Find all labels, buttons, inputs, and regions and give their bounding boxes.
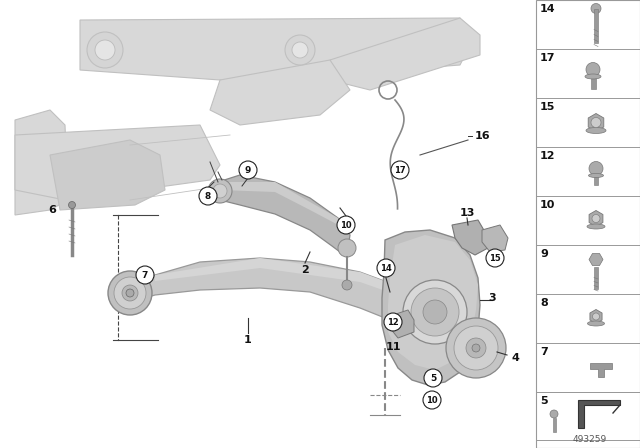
Circle shape [424,369,442,387]
Text: 9: 9 [540,249,548,259]
Polygon shape [390,310,414,338]
Bar [594,267,598,289]
Text: 1: 1 [244,335,252,345]
Text: 5: 5 [540,396,548,406]
Circle shape [550,410,558,418]
Polygon shape [385,308,416,326]
Polygon shape [452,220,488,255]
Ellipse shape [585,74,601,79]
Circle shape [285,35,315,65]
Circle shape [446,318,506,378]
Circle shape [411,288,459,336]
Ellipse shape [587,224,605,229]
Circle shape [384,313,402,331]
Polygon shape [15,125,220,200]
Bar [552,418,556,432]
Text: 14: 14 [540,4,556,14]
Circle shape [95,40,115,60]
Polygon shape [15,110,68,215]
Circle shape [591,117,601,128]
Circle shape [213,184,227,198]
Text: 17: 17 [394,165,406,175]
Polygon shape [388,235,478,370]
Polygon shape [482,225,508,252]
Polygon shape [130,258,410,328]
Circle shape [114,277,146,309]
Circle shape [208,179,232,203]
Polygon shape [330,18,480,90]
Polygon shape [155,258,408,300]
Polygon shape [589,211,603,227]
Circle shape [338,239,356,257]
Polygon shape [210,60,350,125]
Polygon shape [50,140,165,210]
Text: 12: 12 [540,151,556,161]
Text: 8: 8 [205,191,211,201]
Polygon shape [220,182,350,235]
Text: 16: 16 [474,131,490,141]
Text: 10: 10 [426,396,438,405]
Text: 17: 17 [540,53,556,63]
Circle shape [108,271,152,315]
Circle shape [292,42,308,58]
Ellipse shape [589,173,604,177]
Circle shape [68,202,76,208]
Circle shape [472,344,480,352]
Circle shape [423,300,447,324]
Text: 10: 10 [340,220,352,229]
Polygon shape [382,230,480,385]
Text: 2: 2 [301,265,309,275]
Circle shape [239,161,257,179]
Text: 7: 7 [540,347,548,357]
Circle shape [337,216,355,234]
Text: 14: 14 [380,263,392,272]
Circle shape [391,161,409,179]
Polygon shape [588,113,604,132]
Circle shape [466,338,486,358]
Text: 5: 5 [430,374,436,383]
Polygon shape [590,310,602,323]
Text: 9: 9 [245,165,251,175]
Text: 3: 3 [488,293,496,303]
Circle shape [403,280,467,344]
Bar [594,9,598,43]
Circle shape [593,313,600,320]
Bar [536,0,640,448]
Circle shape [592,215,600,223]
Polygon shape [578,400,620,428]
Circle shape [397,297,417,317]
Circle shape [122,285,138,301]
Circle shape [342,280,352,290]
Text: 15: 15 [540,102,556,112]
Circle shape [591,4,601,13]
Circle shape [126,289,134,297]
Circle shape [586,63,600,77]
Text: 10: 10 [540,200,556,210]
Circle shape [589,161,603,176]
Ellipse shape [586,128,606,134]
Bar [591,77,595,89]
Polygon shape [218,175,350,252]
Circle shape [87,32,123,68]
Circle shape [377,259,395,277]
Circle shape [454,326,498,370]
Text: 13: 13 [460,208,475,218]
Text: 11: 11 [385,342,401,352]
Text: 8: 8 [540,298,548,308]
Text: 4: 4 [511,353,519,363]
Text: 493259: 493259 [573,435,607,444]
Text: 7: 7 [142,271,148,280]
Circle shape [136,266,154,284]
Text: 15: 15 [489,254,501,263]
Polygon shape [80,18,470,80]
Circle shape [199,187,217,205]
Ellipse shape [588,321,605,326]
Text: 6: 6 [48,205,56,215]
Circle shape [486,249,504,267]
Text: 12: 12 [387,318,399,327]
Bar [594,176,598,185]
Polygon shape [589,254,603,266]
Polygon shape [590,362,612,376]
Circle shape [423,391,441,409]
